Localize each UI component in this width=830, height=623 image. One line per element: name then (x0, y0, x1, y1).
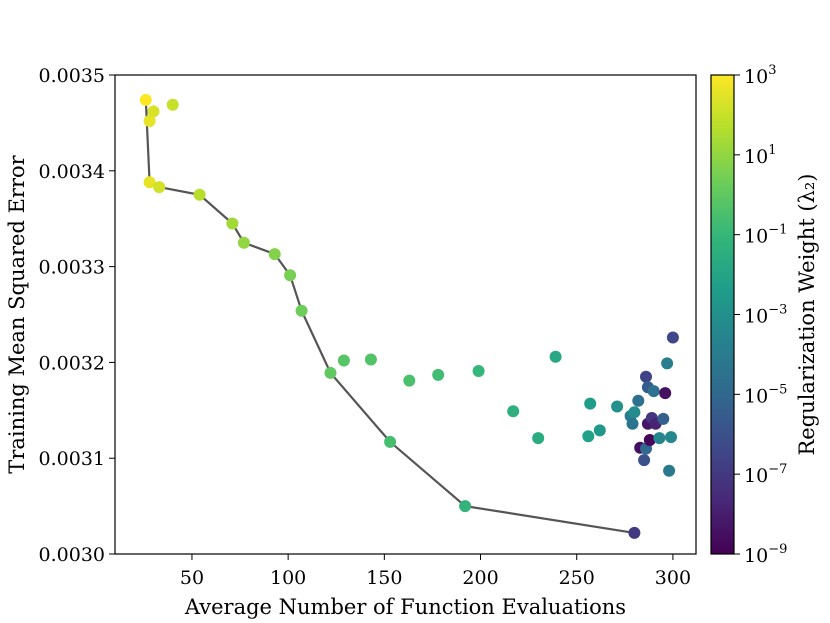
data-point-17 (432, 368, 445, 381)
y-tick-label-5: 0.0035 (39, 65, 105, 87)
data-point-3 (166, 98, 179, 111)
data-point-16 (403, 374, 416, 387)
data-point-33 (638, 454, 651, 467)
colorbar-tick-label-5: 101 (744, 143, 776, 168)
colorbar: 10−9 10−7 10−5 10−3 10−1 101 103 Regularization… (710, 63, 819, 567)
data-point-18 (459, 500, 472, 513)
y-tick-label-4: 0.0034 (39, 161, 105, 183)
plot-area: 50 100 150 200 250 300 0.0030 0.0031 0.0032 0.003… (5, 65, 697, 619)
frontier-line (144, 99, 635, 534)
data-point-44 (659, 387, 672, 400)
data-point-21 (532, 432, 545, 445)
data-point-0 (139, 93, 152, 106)
data-point-19 (472, 365, 485, 377)
colorbar-tick-label-2: 10−5 (744, 382, 787, 407)
colorbar-tick-label-1: 10−7 (744, 462, 787, 487)
data-point-23 (582, 430, 595, 443)
x-tick-label-2: 150 (366, 567, 402, 589)
data-point-46 (663, 464, 676, 477)
data-point-29 (628, 406, 641, 419)
data-point-43 (657, 412, 670, 425)
data-point-45 (661, 357, 674, 370)
y-tick-label-1: 0.0031 (39, 448, 105, 470)
x-tick-label-3: 200 (462, 567, 498, 589)
data-point-25 (593, 424, 606, 437)
x-tick-label-4: 250 (559, 567, 595, 589)
colorbar-tick-label-0: 10−9 (744, 542, 787, 567)
data-point-6 (193, 188, 206, 201)
data-point-5 (153, 181, 166, 194)
data-point-20 (507, 405, 520, 418)
data-point-12 (324, 366, 337, 379)
colorbar-tick-label-6: 103 (744, 63, 776, 88)
data-point-7 (226, 217, 239, 230)
data-point-10 (284, 269, 297, 282)
x-tick-label-5: 300 (655, 567, 691, 589)
colorbar-tick-label-4: 10−1 (744, 223, 787, 248)
colorbar-label: Regularization Weight (λ₂) (795, 174, 819, 456)
data-point-11 (295, 304, 308, 317)
data-point-15 (384, 435, 397, 448)
data-point-8 (237, 236, 250, 249)
y-tick-label-2: 0.0032 (39, 352, 105, 374)
data-point-13 (337, 354, 350, 367)
colorbar-tick-label-3: 10−3 (744, 303, 787, 328)
data-point-14 (364, 353, 377, 366)
data-point-22 (549, 350, 562, 363)
data-point-48 (666, 331, 679, 344)
data-point-42 (653, 432, 666, 445)
data-point-30 (628, 526, 641, 539)
data-point-38 (643, 434, 656, 446)
data-point-35 (640, 370, 652, 383)
data-point-28 (626, 417, 639, 430)
colorbar-gradient (710, 74, 735, 555)
y-axis-label: Training Mean Squared Error (5, 154, 29, 473)
x-tick-label-1: 100 (270, 567, 306, 589)
data-point-24 (584, 397, 597, 410)
data-point-1 (143, 115, 156, 127)
data-point-9 (268, 248, 281, 261)
data-point-31 (632, 394, 645, 407)
x-tick-label-0: 50 (180, 567, 204, 589)
x-axis-label: Average Number of Function Evaluations (184, 595, 626, 619)
y-tick-label-3: 0.0033 (39, 257, 105, 279)
data-point-4 (143, 176, 156, 189)
data-point-26 (611, 400, 624, 413)
data-point-2 (147, 105, 160, 118)
y-tick-label-0: 0.0030 (39, 544, 105, 566)
data-point-47 (665, 431, 677, 444)
axes-frame (114, 74, 697, 555)
data-point-40 (647, 385, 660, 398)
